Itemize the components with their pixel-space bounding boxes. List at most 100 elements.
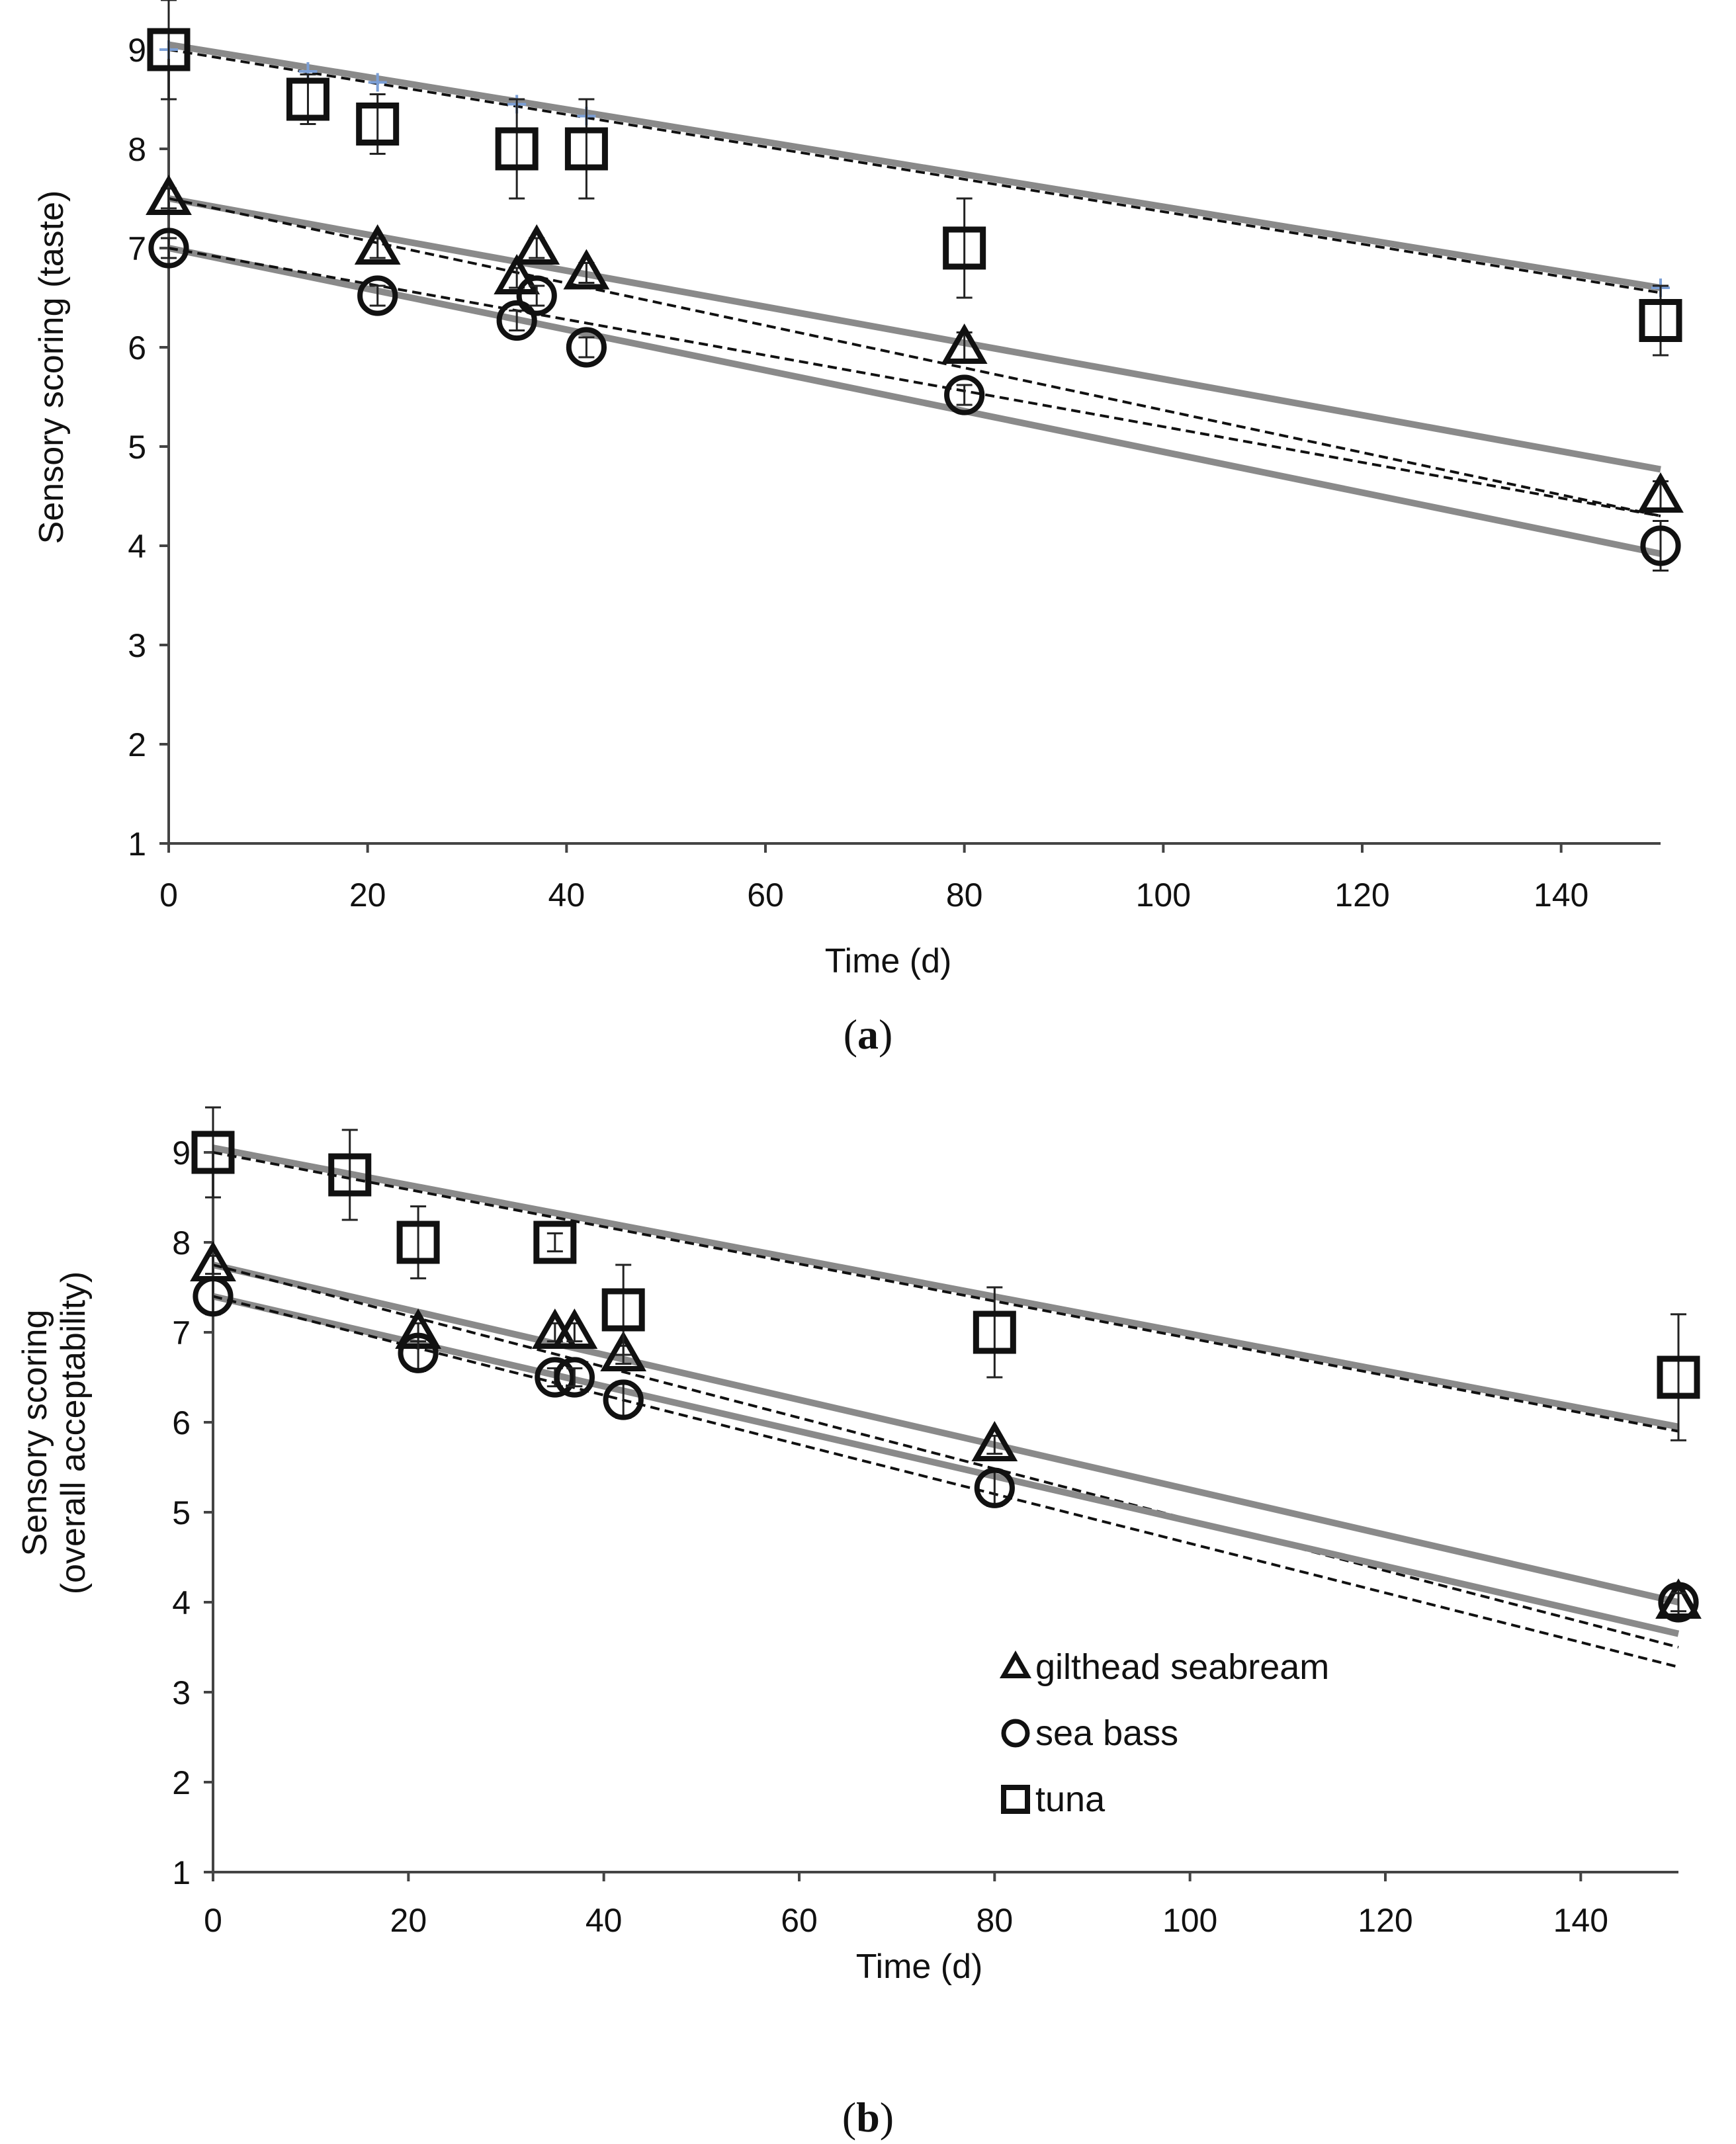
x-tick-label: 80 (976, 1902, 1014, 1939)
x-tick-label: 0 (204, 1902, 222, 1939)
data-point-circle (496, 300, 537, 341)
legend-marker-square (1001, 1785, 1030, 1814)
chart-panel-b: 1 2 3 4 5 6 7 8 9 0 20 40 60 80 100 120 140 Time (d) Senso… (16, 1106, 1702, 1986)
legend-label: sea bass (1035, 1713, 1178, 1753)
x-tick-label: 140 (1534, 877, 1588, 914)
data-point-square (1639, 299, 1682, 342)
data-point-circle (944, 374, 985, 415)
data-point-triangle (971, 1420, 1018, 1461)
data-point-square (1657, 1355, 1700, 1399)
error-bar (1671, 1313, 1686, 1441)
y-tick-label: 5 (172, 1494, 191, 1531)
y-axis-label-line: (overall acceptability) (54, 1271, 93, 1594)
error-bar (529, 284, 545, 307)
data-point-triangle (146, 174, 192, 215)
data-point-square (356, 103, 400, 146)
x-tick-label: 20 (349, 877, 386, 914)
error-bar (1671, 1592, 1686, 1613)
y-tick-label: 9 (128, 32, 146, 69)
data-point-triangle (551, 1308, 598, 1349)
legend-item: sea bass (1001, 1713, 1178, 1753)
y-tick-label: 5 (128, 429, 146, 466)
y-tick-label: 2 (128, 726, 146, 763)
y-tick-label: 1 (172, 1854, 191, 1891)
caption-a: (a) (844, 1011, 893, 1058)
error-bar (341, 1129, 358, 1221)
fit-line-dashed (212, 1151, 1679, 1433)
y-tick-label: 7 (128, 230, 146, 267)
y-tick-label: 4 (128, 528, 146, 565)
error-bar (509, 310, 525, 331)
fit-line-dashed (168, 247, 1661, 517)
legend-label: tuna (1035, 1780, 1106, 1819)
x-tick-label: 60 (747, 877, 784, 914)
data-point-square (564, 127, 608, 171)
fit-line-dashed (212, 1295, 1679, 1668)
y-tick-label: 3 (172, 1674, 191, 1711)
error-bar (578, 98, 595, 200)
data-point-square (328, 1153, 372, 1197)
data-point-circle (516, 275, 557, 316)
y-axis-label-line: Sensory scoring (taste) (32, 191, 71, 544)
data-point-square (495, 127, 539, 171)
data-point-triangle (494, 253, 541, 294)
error-bar (1653, 284, 1669, 357)
error-bar (410, 1205, 427, 1279)
error-bar (205, 1106, 221, 1199)
x-tick-label: 0 (159, 877, 178, 914)
fit-line-solid (212, 1144, 1679, 1430)
x-tick-label: 140 (1553, 1902, 1608, 1939)
y-tick-label: 4 (172, 1584, 191, 1621)
fit-point-plus (368, 73, 387, 92)
y-tick-label: 9 (172, 1135, 191, 1172)
data-point-triangle (354, 224, 401, 265)
chart-panel-a: 1 2 3 4 5 6 7 8 9 0 20 40 60 80 100 120 140 Time (d) Senso… (32, 0, 1684, 980)
x-axis-label: Time (d) (856, 1948, 983, 1986)
y-tick-label: 7 (172, 1314, 191, 1351)
caption-b: (b) (842, 2094, 894, 2141)
data-point-square (601, 1288, 645, 1332)
y-axis-label: Sensory scoring(overall acceptability) (16, 1271, 93, 1594)
data-point-triangle (941, 323, 988, 364)
data-point-square (973, 1310, 1016, 1354)
data-point-circle (148, 228, 189, 269)
fit-line-solid (212, 1262, 1680, 1606)
data-point-circle (603, 1379, 644, 1420)
error-bar (546, 1232, 563, 1253)
data-point-circle (974, 1467, 1015, 1508)
legend-marker-triangle (999, 1650, 1032, 1678)
data-point-circle (398, 1332, 439, 1373)
y-tick-label: 8 (172, 1224, 191, 1262)
data-point-circle (193, 1276, 234, 1317)
error-bar (509, 98, 525, 200)
y-tick-label: 8 (128, 131, 146, 168)
error-bar (578, 336, 595, 359)
error-bar (369, 284, 386, 307)
y-tick-label: 6 (172, 1404, 191, 1441)
error-bar (161, 0, 177, 101)
data-point-circle (1658, 1582, 1699, 1623)
error-bar (566, 1367, 583, 1388)
y-tick-label: 2 (172, 1764, 191, 1801)
y-tick-label: 1 (128, 826, 146, 863)
data-point-circle (566, 327, 607, 368)
data-point-triangle (513, 224, 560, 265)
data-point-triangle (600, 1330, 647, 1371)
data-point-square (191, 1131, 235, 1174)
legend-item: gilthead seabream (999, 1647, 1329, 1687)
x-axis-label: Time (d) (825, 942, 952, 980)
y-axis-label-line: Sensory scoring (16, 1310, 54, 1557)
data-point-square (533, 1221, 577, 1264)
x-tick-label: 40 (586, 1902, 623, 1939)
error-bar (956, 384, 973, 406)
error-bar (986, 1286, 1003, 1379)
x-tick-label: 120 (1358, 1902, 1412, 1939)
data-point-square (396, 1221, 440, 1264)
data-point-triangle (563, 249, 610, 290)
x-tick-label: 80 (946, 877, 983, 914)
x-tick-label: 40 (548, 877, 586, 914)
y-tick-label: 6 (128, 329, 146, 366)
x-tick-label: 20 (390, 1902, 427, 1939)
legend: gilthead seabream sea bass tuna (999, 1647, 1329, 1819)
error-bar (615, 1264, 632, 1356)
